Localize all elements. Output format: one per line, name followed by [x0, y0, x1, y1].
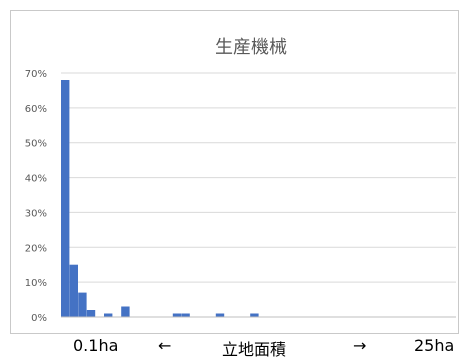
- x-caption-right: 25ha: [414, 336, 455, 355]
- y-tick-label: 0%: [31, 313, 47, 324]
- bar: [69, 264, 78, 317]
- bar: [86, 310, 96, 317]
- y-tick-label: 60%: [25, 104, 47, 115]
- x-caption-left-arrow: ←: [158, 336, 172, 355]
- y-tick-label: 10%: [25, 278, 47, 289]
- bar: [181, 313, 190, 317]
- bar: [121, 306, 130, 317]
- y-tick-label: 20%: [25, 243, 47, 254]
- y-tick-label: 40%: [25, 174, 47, 185]
- gridlines: [61, 72, 456, 283]
- bar: [250, 313, 259, 317]
- bar: [78, 292, 87, 317]
- x-caption-right-arrow: →: [353, 336, 367, 355]
- bars: [61, 80, 259, 317]
- y-axis-ticks: 0% 10% 20% 30% 40% 50% 60% 70%: [25, 69, 47, 324]
- y-tick-label: 50%: [25, 139, 47, 150]
- chart-title: 生産機械: [215, 37, 287, 58]
- bar: [61, 80, 70, 317]
- x-caption-middle: 立地面積: [222, 340, 287, 359]
- y-tick-label: 30%: [25, 208, 47, 219]
- chart-svg: 生産機械 0% 10% 20% 30% 40% 50% 60% 70%: [25, 37, 456, 324]
- chart-frame: 生産機械 0% 10% 20% 30% 40% 50% 60% 70%: [10, 10, 459, 334]
- bar: [172, 313, 182, 317]
- x-caption-left: 0.1ha: [73, 336, 119, 355]
- y-tick-label: 70%: [25, 69, 47, 80]
- bar: [215, 313, 225, 317]
- bar: [104, 313, 113, 317]
